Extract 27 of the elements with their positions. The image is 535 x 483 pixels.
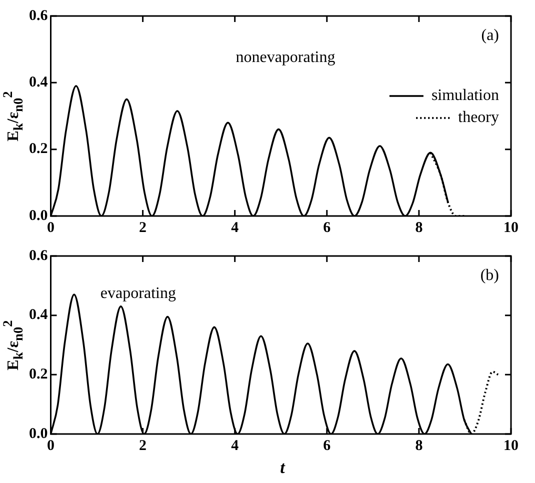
x-tick-label: 0 (47, 220, 54, 236)
annotation: evaporating (100, 285, 176, 302)
x-tick-label: 2 (139, 438, 147, 454)
x-tick-label: 8 (415, 438, 423, 454)
y-tick-label: 0.0 (29, 426, 48, 442)
x-tick-label: 6 (323, 438, 332, 454)
x-tick-label: 10 (504, 220, 518, 236)
y-tick-label: 0.2 (29, 141, 48, 158)
legend-label: simulation (431, 87, 499, 104)
x-tick-label: 4 (231, 220, 240, 236)
x-axis-title: t (279, 458, 286, 478)
y-tick-label: 0.6 (29, 8, 48, 24)
annotation: nonevaporating (236, 49, 336, 66)
annotation: (b) (480, 267, 499, 284)
legend-label: theory (458, 109, 499, 126)
y-tick-label: 0.2 (29, 366, 48, 383)
x-tick-label: 0 (47, 438, 54, 454)
x-tick-label: 10 (504, 438, 518, 454)
y-tick-label: 0.4 (29, 307, 48, 324)
x-tick-label: 4 (231, 438, 240, 454)
x-tick-label: 2 (139, 220, 147, 236)
x-tick-label: 6 (323, 220, 332, 236)
annotation: (a) (481, 27, 499, 44)
y-tick-label: 0.6 (29, 248, 48, 264)
y-tick-label: 0.4 (29, 74, 48, 91)
x-tick-label: 8 (415, 220, 423, 236)
y-tick-label: 0.0 (29, 208, 48, 224)
